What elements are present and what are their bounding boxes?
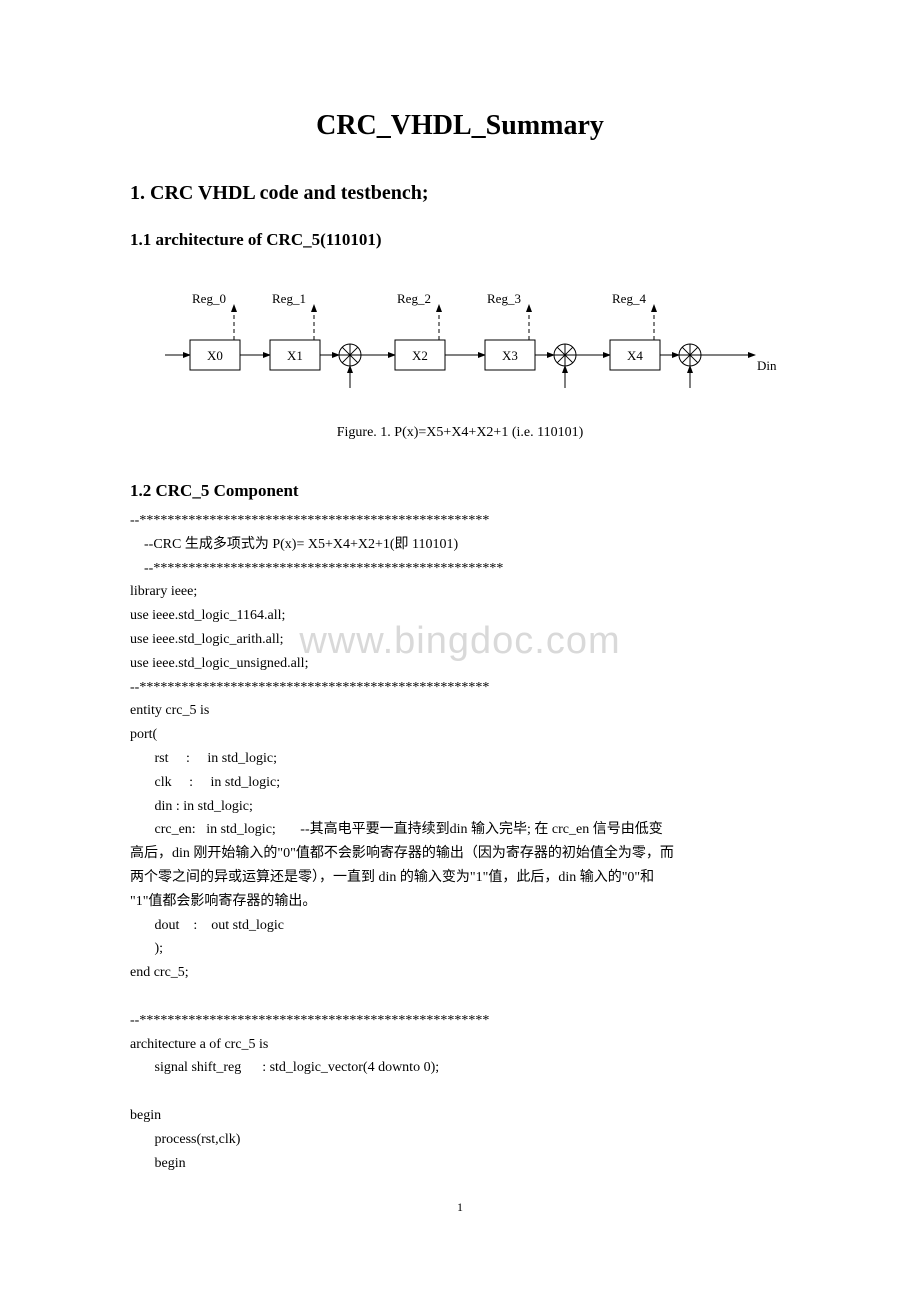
diagram-svg: X0 X1 X2 X3 X4 Din Reg_0 Reg_1 Reg_2 Reg_3 Reg_4 (160, 280, 780, 400)
code-line: use ieee.std_logic_1164.all; (130, 604, 790, 628)
svg-text:Reg_4: Reg_4 (612, 291, 646, 306)
code-line (130, 1080, 790, 1104)
code-line: din : in std_logic; (130, 795, 790, 819)
svg-text:X2: X2 (412, 348, 428, 363)
page-title: CRC_VHDL_Summary (130, 110, 790, 142)
code-line: "1"值都会影响寄存器的输出。 (130, 890, 790, 914)
code-block: --**************************************… (130, 509, 790, 1175)
code-line: begin (130, 1104, 790, 1128)
code-line: use ieee.std_logic_arith.all; (130, 628, 790, 652)
code-line: --**************************************… (130, 509, 790, 533)
svg-text:Reg_1: Reg_1 (272, 291, 306, 306)
code-line: signal shift_reg : std_logic_vector(4 do… (130, 1056, 790, 1080)
crc-diagram: X0 X1 X2 X3 X4 Din Reg_0 Reg_1 Reg_2 Reg_3 Reg_4 (160, 280, 790, 405)
code-line: --**************************************… (130, 557, 790, 581)
code-line: crc_en: in std_logic; --其高电平要一直持续到din 输入… (130, 818, 790, 842)
svg-text:X1: X1 (287, 348, 303, 363)
section-1-2-heading: 1.2 CRC_5 Component (130, 481, 790, 501)
code-line: rst : in std_logic; (130, 747, 790, 771)
code-line: end crc_5; (130, 961, 790, 985)
code-line: process(rst,clk) (130, 1128, 790, 1152)
code-line: --**************************************… (130, 676, 790, 700)
code-line: clk : in std_logic; (130, 771, 790, 795)
svg-text:Reg_0: Reg_0 (192, 291, 226, 306)
svg-text:X4: X4 (627, 348, 643, 363)
page-number: 1 (130, 1200, 790, 1215)
code-line: use ieee.std_logic_unsigned.all; (130, 652, 790, 676)
code-line: 高后，din 刚开始输入的"0"值都不会影响寄存器的输出（因为寄存器的初始值全为… (130, 842, 790, 866)
code-line: entity crc_5 is (130, 699, 790, 723)
svg-text:Reg_2: Reg_2 (397, 291, 431, 306)
code-line: begin (130, 1152, 790, 1176)
code-line: architecture a of crc_5 is (130, 1033, 790, 1057)
svg-text:X0: X0 (207, 348, 223, 363)
code-line: --**************************************… (130, 1009, 790, 1033)
code-line: 两个零之间的异或运算还是零），一直到 din 的输入变为"1"值，此后，din … (130, 866, 790, 890)
code-line: --CRC 生成多项式为 P(x)= X5+X4+X2+1(即 110101) (130, 533, 790, 557)
svg-text:X3: X3 (502, 348, 518, 363)
section-1-1-heading: 1.1 architecture of CRC_5(110101) (130, 230, 790, 250)
figure-caption: Figure. 1. P(x)=X5+X4+X2+1 (i.e. 110101) (130, 425, 790, 441)
section-1-heading: 1. CRC VHDL code and testbench; (130, 182, 790, 205)
code-line (130, 985, 790, 1009)
code-line: port( (130, 723, 790, 747)
code-line: dout : out std_logic (130, 914, 790, 938)
code-line: ); (130, 937, 790, 961)
svg-text:Reg_3: Reg_3 (487, 291, 521, 306)
code-line: library ieee; (130, 580, 790, 604)
svg-text:Din: Din (757, 358, 777, 373)
